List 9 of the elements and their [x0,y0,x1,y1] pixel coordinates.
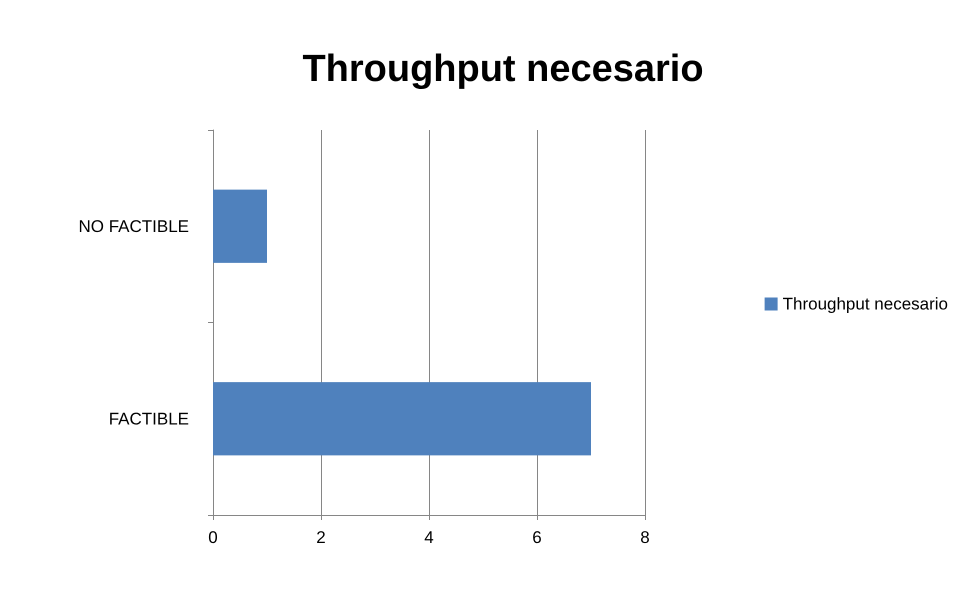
y-tick-label: FACTIBLE [108,409,189,428]
x-tick-label: 8 [640,528,650,547]
legend-label: Throughput necesario [782,294,948,314]
x-tick-label: 0 [208,528,218,547]
x-tick-label: 4 [424,528,434,547]
y-tick-label: NO FACTIBLE [78,216,189,236]
x-tick-label: 6 [532,528,542,547]
x-tick-label: 2 [316,528,326,547]
chart-title: Throughput necesario [302,48,704,90]
